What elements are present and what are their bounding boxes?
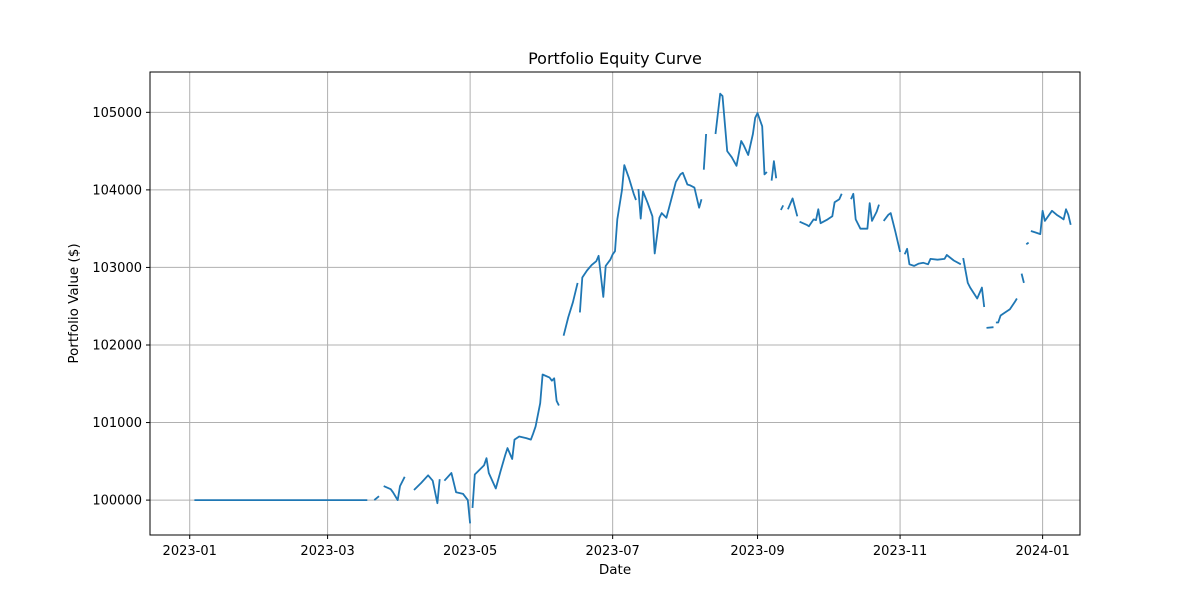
series-line-segment: [1030, 208, 1072, 236]
x-tick-label: 2023-07: [585, 544, 639, 559]
series-line-segment: [962, 257, 986, 308]
x-axis-ticks: 2023-01 2023-03 2023-05 2023-07 2023-09 2023-…: [163, 535, 1070, 559]
series-line-segment: [799, 193, 843, 228]
series-line-segment: [986, 326, 994, 329]
series-line-segment: [471, 373, 560, 508]
y-gridlines: [150, 111, 1080, 501]
series-line-segment: [1020, 273, 1025, 284]
x-gridlines: [189, 72, 1044, 535]
y-tick-label: 101000: [92, 416, 142, 431]
series-line-segment: [702, 133, 707, 170]
series-line-segment: [383, 476, 406, 502]
x-tick-label: 2023-11: [873, 544, 927, 559]
series-line-segment: [1025, 241, 1030, 245]
y-axis-ticks: 100000 101000 102000 103000 104000 105000: [92, 106, 150, 509]
x-axis-title: Date: [599, 562, 631, 578]
y-tick-label: 104000: [92, 183, 142, 198]
series-line-segment: [882, 212, 901, 253]
series-line-segment: [770, 160, 778, 181]
series-line-segment: [637, 171, 703, 255]
x-tick-label: 2023-03: [300, 544, 354, 559]
y-tick-label: 102000: [92, 338, 142, 353]
chart-title: Portfolio Equity Curve: [528, 49, 702, 68]
series-line-segment: [995, 298, 1018, 324]
y-axis-title: Portfolio Value ($): [66, 243, 82, 363]
series-line-segment: [714, 92, 768, 176]
series-line-segment: [413, 474, 441, 505]
series-line-segment: [850, 192, 880, 230]
y-tick-label: 100000: [92, 494, 142, 509]
x-tick-label: 2023-05: [443, 544, 497, 559]
x-tick-label: 2024-01: [1015, 544, 1069, 559]
series-line-segment: [579, 164, 637, 313]
series-line-segment: [903, 247, 962, 267]
y-tick-label: 105000: [92, 106, 142, 121]
plot-frame: [149, 71, 1081, 536]
series-line-segment: [562, 282, 579, 336]
series-line-segment: [443, 472, 471, 524]
series-line-segment: [373, 495, 380, 501]
y-tick-label: 103000: [92, 261, 142, 276]
equity-series: [194, 92, 1072, 524]
series-line-segment: [780, 204, 785, 211]
x-tick-label: 2023-01: [163, 544, 217, 559]
x-tick-label: 2023-09: [730, 544, 784, 559]
series-line-segment: [787, 197, 799, 217]
